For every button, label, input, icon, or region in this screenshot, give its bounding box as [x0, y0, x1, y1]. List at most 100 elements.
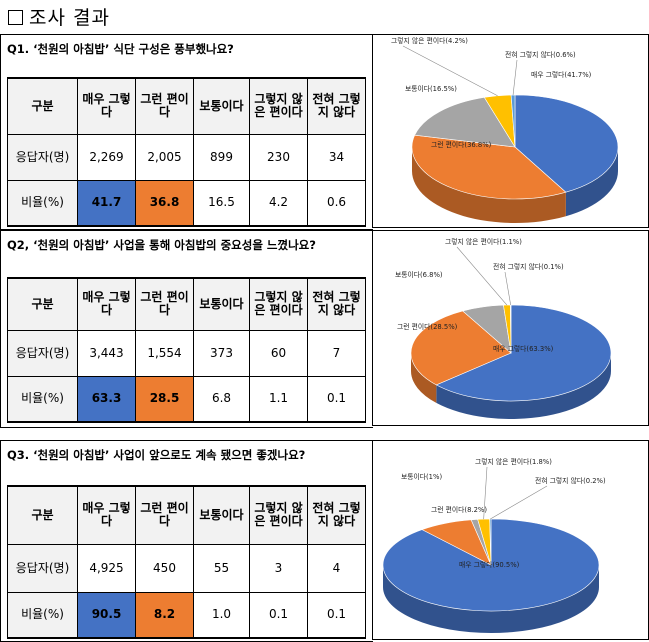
pie-slice-label: 그렇지 않은 편이다(1.1%) [445, 237, 522, 246]
pie-side [411, 353, 611, 419]
cell-ratio: 0.1 [307, 591, 366, 639]
cell-respondents: 34 [307, 133, 366, 181]
cell-ratio: 6.8 [193, 375, 250, 423]
pie-chart-box: 매우 그렇다(90.5%) 그런 편이다(8.2%) 보통이다(1%) 그렇지 않은 … [372, 440, 649, 640]
pie-slice-label: 보통이다(16.5%) [405, 84, 457, 93]
header-never: 전혀 그렇지 않다 [307, 485, 366, 545]
cell-ratio: 36.8 [135, 179, 194, 227]
pie-slice-label: 매우 그렇다(41.7%) [531, 70, 592, 79]
cell-respondents: 2,269 [77, 133, 136, 181]
pie-slice-side [412, 147, 566, 224]
cell-ratio: 90.5 [77, 591, 136, 639]
header-category: 구분 [7, 77, 78, 135]
cell-ratio: 0.1 [249, 591, 308, 639]
row-label-respondents: 응답자(명) [7, 543, 78, 593]
cell-ratio: 63.3 [77, 375, 136, 423]
pie-chart: 매우 그렇다(90.5%) 그런 편이다(8.2%) 보통이다(1%) 그렇지 않은 … [382, 457, 606, 633]
pie-chart: 매우 그렇다(41.7%) 그런 편이다(36.8%) 보통이다(16.5%) 그렇지… [391, 36, 619, 224]
label-leader-line [512, 59, 518, 96]
pie-slice-label: 그런 편이다(28.5%) [397, 322, 458, 331]
cell-respondents: 2,005 [135, 133, 194, 181]
header-neutral: 보통이다 [193, 485, 250, 545]
header-category: 구분 [7, 485, 78, 545]
question-text: Q1. ‘천원의 아침밥’ 식단 구성은 풍부했나요? [7, 42, 234, 56]
checkbox-square-icon [8, 10, 23, 25]
cell-ratio: 4.2 [249, 179, 308, 227]
cell-respondents: 55 [193, 543, 250, 593]
pie-slice-label: 그렇지 않은 편이다(4.2%) [391, 36, 468, 45]
header-mostly-yes: 그런 편이다 [135, 485, 194, 545]
pie-slice-label: 보통이다(6.8%) [395, 270, 443, 279]
header-mostly-yes: 그런 편이다 [135, 77, 194, 135]
pie-slice [411, 134, 567, 200]
label-leader-line [483, 466, 488, 520]
cell-ratio: 16.5 [193, 179, 250, 227]
header-very-yes: 매우 그렇다 [77, 77, 136, 135]
page-title-text: 조사 결과 [29, 7, 110, 29]
cell-respondents: 3,443 [77, 329, 136, 377]
pie-slice-side [383, 565, 599, 633]
survey-section: Q3. ‘천원의 아침밥’ 사업이 앞으로도 계속 됐으면 좋겠나요? 구분 매… [0, 440, 649, 642]
cell-respondents: 4 [307, 543, 366, 593]
cell-respondents: 373 [193, 329, 250, 377]
row-label-respondents: 응답자(명) [7, 133, 78, 181]
pie-slice [510, 304, 512, 354]
label-leader-line [456, 246, 508, 306]
header-very-yes: 매우 그렇다 [77, 277, 136, 331]
pie-slice [435, 304, 612, 402]
pie-slice-label: 그런 편이다(8.2%) [431, 505, 487, 514]
cell-ratio: 8.2 [135, 591, 194, 639]
pie-side [383, 565, 599, 633]
row-label-ratio: 비율(%) [7, 591, 78, 639]
pie-chart-box: 매우 그렇다(63.3%) 그런 편이다(28.5%) 보통이다(6.8%) 그렇지 … [372, 230, 649, 426]
header-neutral: 보통이다 [193, 277, 250, 331]
header-mostly-no: 그렇지 않은 편이다 [249, 277, 308, 331]
result-table: 구분 매우 그렇다 그런 편이다 보통이다 그렇지 않은 편이다 전혀 그렇지 … [7, 277, 366, 423]
pie-slice-label: 전혀 그렇지 않다(0.1%) [493, 262, 564, 271]
header-mostly-no: 그렇지 않은 편이다 [249, 77, 308, 135]
header-never: 전혀 그렇지 않다 [307, 77, 366, 135]
pie-slice-label: 전혀 그렇지 않다(0.6%) [505, 50, 576, 59]
pie-chart: 매우 그렇다(63.3%) 그런 편이다(28.5%) 보통이다(6.8%) 그렇지 … [395, 237, 612, 419]
header-mostly-yes: 그런 편이다 [135, 277, 194, 331]
pie-slice [514, 94, 619, 193]
label-leader-line [504, 271, 511, 306]
label-leader-line [402, 45, 498, 97]
pie-slice-label: 매우 그렇다(63.3%) [493, 344, 554, 353]
row-label-respondents: 응답자(명) [7, 329, 78, 377]
cell-respondents: 899 [193, 133, 250, 181]
pie-slice-label: 매우 그렇다(90.5%) [459, 560, 520, 569]
pie-slice [410, 310, 512, 386]
header-mostly-no: 그렇지 않은 편이다 [249, 485, 308, 545]
pie-slice-label: 그렇지 않은 편이다(1.8%) [475, 457, 552, 466]
result-table: 구분 매우 그렇다 그런 편이다 보통이다 그렇지 않은 편이다 전혀 그렇지 … [7, 485, 366, 639]
cell-respondents: 3 [249, 543, 308, 593]
cell-ratio: 0.6 [307, 179, 366, 227]
header-category: 구분 [7, 277, 78, 331]
label-leader-line [490, 485, 548, 520]
cell-respondents: 450 [135, 543, 194, 593]
header-never: 전혀 그렇지 않다 [307, 277, 366, 331]
cell-respondents: 230 [249, 133, 308, 181]
row-label-ratio: 비율(%) [7, 179, 78, 227]
cell-ratio: 1.1 [249, 375, 308, 423]
question-text: Q3. ‘천원의 아침밥’ 사업이 앞으로도 계속 됐으면 좋겠나요? [7, 448, 306, 462]
cell-respondents: 1,554 [135, 329, 194, 377]
header-very-yes: 매우 그렇다 [77, 485, 136, 545]
survey-section: Q1. ‘천원의 아침밥’ 식단 구성은 풍부했나요? 구분 매우 그렇다 그런… [0, 34, 649, 230]
survey-section: Q2, ‘천원의 아침밥’ 사업을 통해 아침밥의 중요성을 느꼈나요? 구분 … [0, 230, 649, 428]
page-title: 조사 결과 [8, 3, 110, 30]
cell-ratio: 1.0 [193, 591, 250, 639]
pie-slice-side [411, 353, 437, 403]
result-table: 구분 매우 그렇다 그런 편이다 보통이다 그렇지 않은 편이다 전혀 그렇지 … [7, 77, 366, 227]
cell-ratio: 0.1 [307, 375, 366, 423]
cell-respondents: 60 [249, 329, 308, 377]
pie-slice-label: 그런 편이다(36.8%) [431, 140, 492, 149]
cell-ratio: 28.5 [135, 375, 194, 423]
pie-chart-box: 매우 그렇다(41.7%) 그런 편이다(36.8%) 보통이다(16.5%) 그렇지… [372, 34, 649, 228]
cell-respondents: 7 [307, 329, 366, 377]
row-label-ratio: 비율(%) [7, 375, 78, 423]
cell-ratio: 41.7 [77, 179, 136, 227]
question-text: Q2, ‘천원의 아침밥’ 사업을 통해 아침밥의 중요성을 느꼈나요? [7, 238, 316, 252]
pie-slice [510, 94, 516, 148]
